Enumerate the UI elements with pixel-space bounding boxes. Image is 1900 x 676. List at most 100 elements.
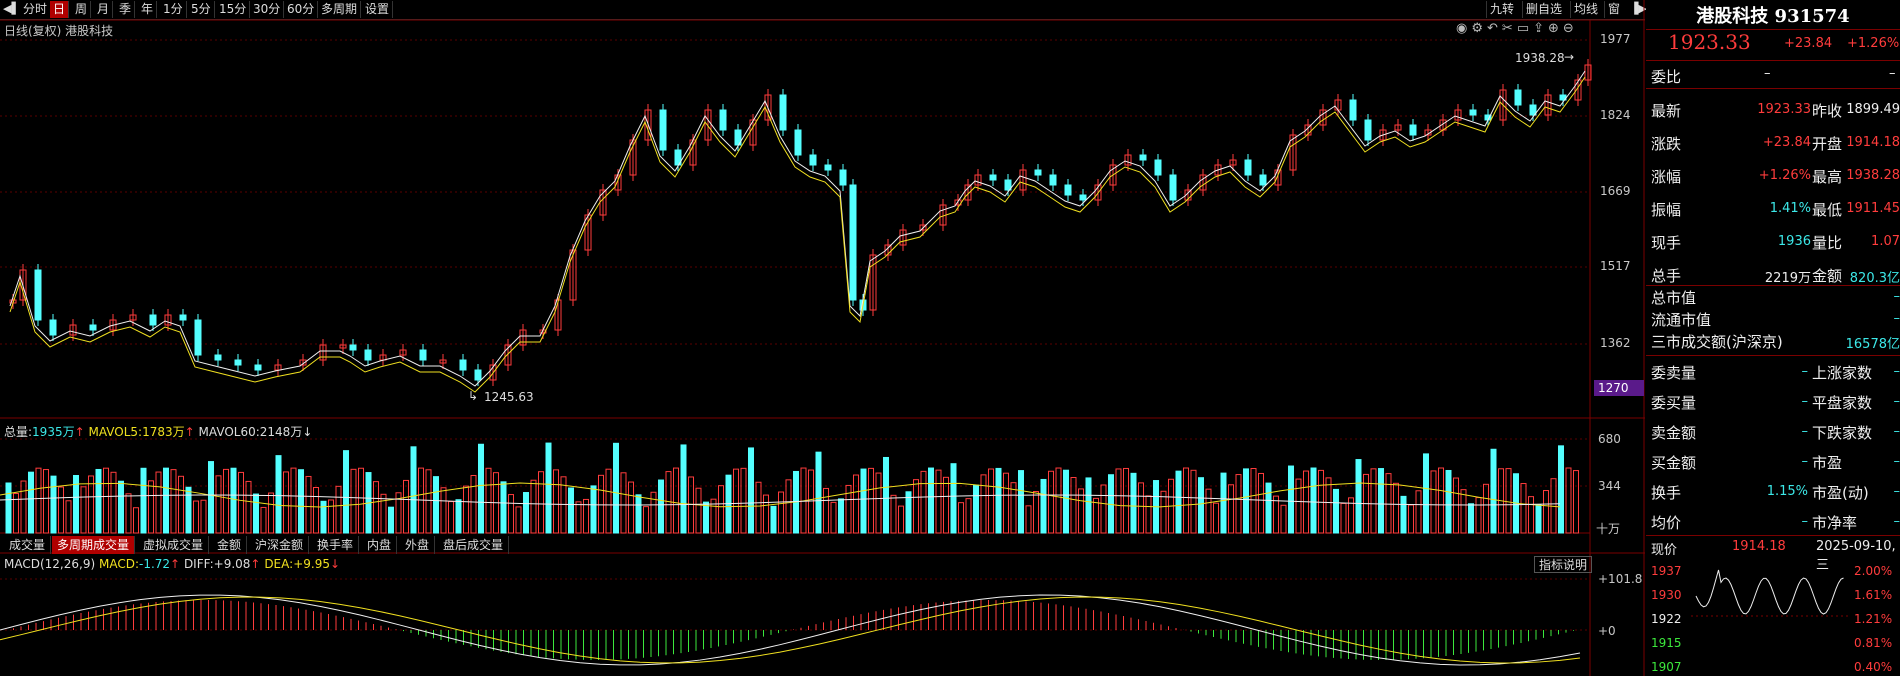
volume-bar (1070, 477, 1077, 534)
mini-tick-right: 0.81% (1854, 636, 1893, 650)
indicator-tab-3[interactable]: 金额 (212, 536, 248, 554)
current-price: 1923.33 (1668, 30, 1751, 54)
volume-bar (433, 476, 439, 534)
volume-bar (635, 494, 642, 534)
market-value: – (1893, 289, 1900, 304)
indicator-tab-8[interactable]: 盘后成交量 (438, 536, 510, 554)
kline-chart[interactable] (0, 0, 1645, 676)
volume-bar (185, 486, 192, 534)
candle-body (419, 349, 427, 361)
right-tool-1[interactable]: 删自选 (1522, 1, 1565, 18)
volume-bar (1093, 497, 1099, 534)
quote-label: 金额 (1812, 267, 1843, 285)
intraday-mini-chart[interactable]: 现价 1914.18 2025-09-10,三 1937 1930 1922 1915… (1646, 536, 1900, 676)
volume-bar (245, 480, 252, 534)
indicator-tab-5[interactable]: 换手率 (312, 536, 360, 554)
pair-label: 平盘家数 (1812, 394, 1873, 412)
indicator-tab-7[interactable]: 外盘 (400, 536, 436, 554)
indicator-tab-2[interactable]: 虚拟成交量 (138, 536, 210, 554)
candle-body (899, 229, 907, 246)
zoom-in-icon[interactable]: ⊕ (1548, 21, 1563, 36)
weibi-value: – (1764, 66, 1771, 81)
mini-tick-left: 1922 (1651, 612, 1682, 626)
period-11[interactable]: 多周期 (318, 1, 362, 18)
period-2[interactable]: 周 (72, 1, 92, 18)
volume-bar (1483, 483, 1489, 534)
pair-value: – (1893, 364, 1900, 379)
share-icon[interactable]: ⇪ (1533, 21, 1549, 36)
right-tool-3[interactable]: 窗 (1604, 1, 1623, 18)
low-arrow-icon: ↳ (468, 389, 479, 403)
right-tool-0[interactable]: 九转 (1486, 1, 1517, 18)
period-1[interactable]: 日 (50, 1, 70, 18)
volume-bar (740, 467, 747, 534)
indicator-help-button[interactable]: 指标说明 (1534, 556, 1593, 573)
volume-bar (1213, 502, 1219, 534)
period-7[interactable]: 5分 (188, 1, 215, 18)
period-8[interactable]: 15分 (216, 1, 251, 18)
volume-bar (313, 487, 319, 534)
volume-bar (785, 479, 792, 534)
volume-bar (763, 494, 769, 534)
indicator-tab-4[interactable]: 沪深金额 (250, 536, 310, 554)
volume-bar (898, 505, 904, 534)
volume-bar (163, 467, 169, 534)
dea-line (0, 596, 1581, 664)
market-row: 流通市值 – (1646, 307, 1900, 329)
undo-icon[interactable]: ↶ (1487, 21, 1502, 36)
lock-icon[interactable]: ▭ (1516, 21, 1534, 36)
pair-label: 委买量 (1651, 394, 1697, 412)
candle-body (129, 314, 137, 321)
period-3[interactable]: 月 (94, 1, 114, 18)
volume-bar (1438, 467, 1444, 534)
pair-value: – (1801, 514, 1809, 529)
volume-bar (508, 494, 514, 534)
volume-bar (133, 507, 139, 534)
candle-body (1349, 99, 1357, 121)
volume-bar (1400, 495, 1407, 534)
period-6[interactable]: 1分 (160, 1, 187, 18)
mini-tick-right: 1.61% (1854, 588, 1893, 602)
cut-icon[interactable]: ✂ (1501, 21, 1517, 36)
zoom-out-icon[interactable]: ⊖ (1562, 21, 1578, 36)
vol-unit: 十万 (1596, 522, 1621, 536)
volume-bar (1205, 488, 1212, 534)
settings-icon[interactable]: ⚙ (1471, 21, 1487, 36)
candle-body (19, 269, 27, 301)
volume-bar (755, 481, 762, 534)
mini-tick-left: 1907 (1651, 660, 1682, 674)
high-price-label: 1938.28 (1515, 51, 1565, 65)
weibi-value-2: – (1889, 66, 1896, 81)
period-10[interactable]: 60分 (284, 1, 319, 18)
candle-body (1169, 174, 1177, 201)
volume-bar (485, 467, 492, 534)
volume-bar (530, 479, 537, 534)
quote-label: 最高 (1812, 168, 1843, 186)
pair-label: 委卖量 (1651, 364, 1697, 382)
pair-value: – (1893, 514, 1900, 529)
candle-body (1304, 124, 1312, 136)
volume-bar (718, 485, 724, 534)
prev-arrow-icon[interactable]: ◀▌ (3, 2, 20, 15)
period-9[interactable]: 30分 (250, 1, 285, 18)
period-12[interactable]: 设置 (362, 1, 394, 18)
market-label: 三市成交额(沪深京) (1651, 333, 1783, 351)
volume-bar (568, 487, 574, 534)
market-row: 三市成交额(沪深京) 16578亿 (1646, 329, 1900, 352)
period-5[interactable]: 年 (138, 1, 158, 18)
quote-value: 1.07 (1871, 234, 1900, 249)
volume-bar (973, 484, 979, 534)
volume-bar (178, 475, 184, 534)
volume-bar (253, 493, 259, 534)
period-4[interactable]: 季 (116, 1, 136, 18)
indicator-tab-1[interactable]: 多周期成交量 (52, 536, 136, 554)
pair-value: – (1801, 454, 1809, 469)
indicator-tab-6[interactable]: 内盘 (362, 536, 398, 554)
eye-icon[interactable]: ◉ (1456, 21, 1472, 36)
indicator-tab-0[interactable]: 成交量 (4, 536, 52, 554)
next-arrow-icon[interactable]: ▐▶ (1630, 2, 1647, 15)
right-tool-2[interactable]: 均线 (1570, 1, 1601, 18)
volume-bar (545, 442, 552, 534)
mini-tick-right: 2.00% (1854, 564, 1893, 578)
candle-body (734, 129, 742, 146)
